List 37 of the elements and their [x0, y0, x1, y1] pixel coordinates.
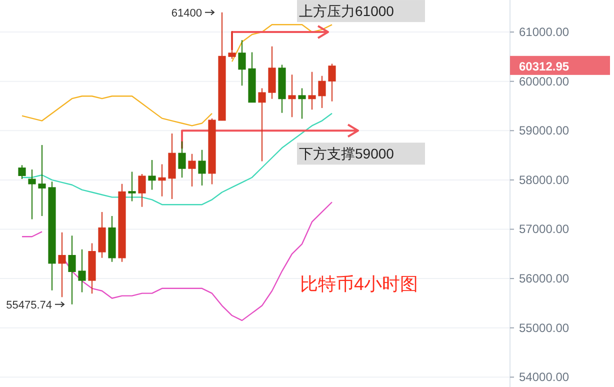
- candlestick: [128, 171, 136, 202]
- candlestick: [318, 75, 326, 108]
- candlestick: [188, 153, 196, 187]
- candlestick: [198, 149, 206, 186]
- candlestick: [288, 74, 296, 118]
- legend-label: 下方支撑59000: [299, 146, 394, 162]
- candlestick: [148, 160, 156, 190]
- y-tick-label: 59000.00: [519, 124, 570, 138]
- y-tick-label: 56000.00: [519, 272, 570, 286]
- y-tick-label: 58000.00: [519, 172, 570, 187]
- candlestick: [158, 164, 166, 197]
- candlestick: [58, 232, 66, 298]
- y-tick-label: 54000.00: [519, 370, 570, 384]
- candlestick: [228, 30, 236, 60]
- candlestick: [18, 164, 26, 180]
- candlestick: [68, 235, 76, 305]
- candlestick: [178, 140, 186, 178]
- candlestick: [78, 248, 86, 293]
- candlestick: [28, 169, 36, 220]
- annotation: 55475.74: [6, 299, 52, 312]
- candlestick: [328, 63, 336, 102]
- candlestick: [138, 174, 146, 208]
- y-tick-label: 55000.00: [519, 320, 570, 335]
- candlestick: [258, 88, 266, 162]
- extreme-label: 61400: [171, 7, 215, 20]
- annotation: 61400: [171, 7, 202, 20]
- y-tick-label: 60000.00: [519, 74, 570, 88]
- caption: 比特币4小时图: [300, 274, 418, 294]
- y-tick-label: 57000.00: [519, 222, 570, 236]
- candlestick: [238, 40, 246, 86]
- y-tick-label: 61000.00: [519, 25, 570, 40]
- ref-line-label: 上方压力61000: [299, 3, 394, 20]
- price-tag: 60312.95: [510, 56, 610, 75]
- extreme-label: 55475.74: [6, 299, 65, 312]
- candlestick: [298, 88, 306, 120]
- candlestick: [308, 71, 316, 110]
- candlestick: [38, 144, 46, 216]
